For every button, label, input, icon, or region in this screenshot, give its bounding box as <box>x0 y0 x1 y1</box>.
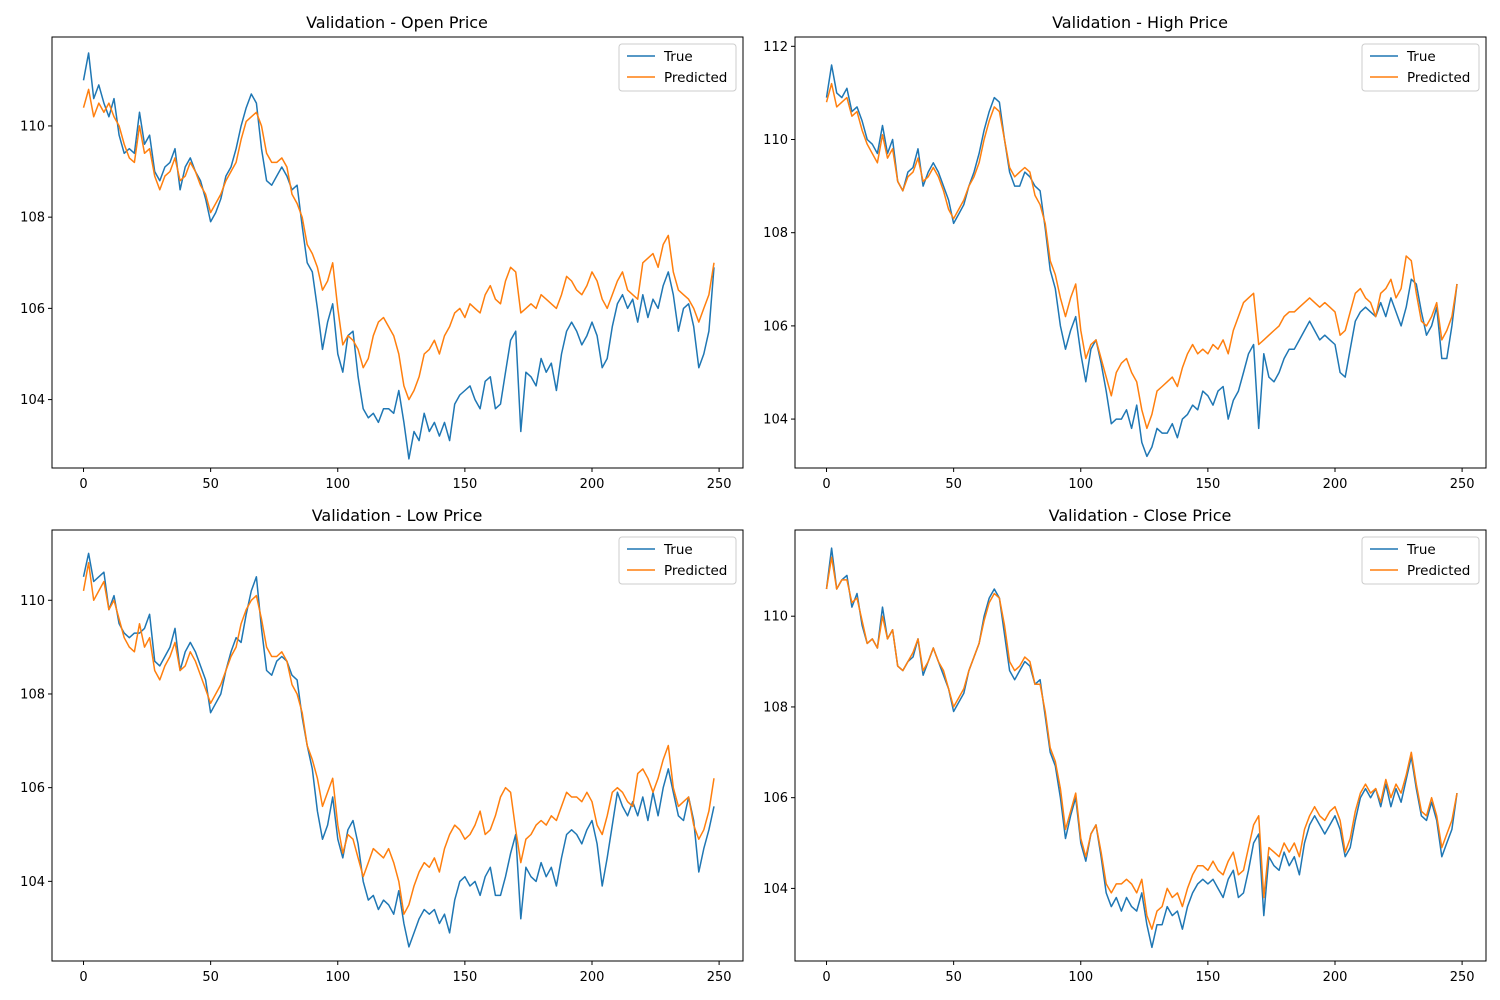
chart-title: Validation - Low Price <box>312 506 483 525</box>
legend-label-predicted: Predicted <box>664 70 727 86</box>
y-tick-label: 112 <box>763 40 788 55</box>
plot-area: 0 50 100 150 200 250 104 106 108 110 112 True Predic… <box>763 36 1487 492</box>
x-tick-label: 200 <box>580 970 605 985</box>
x-tick-label: 250 <box>707 970 732 985</box>
x-tick-label: 200 <box>580 477 605 492</box>
y-tick-label: 104 <box>763 882 788 897</box>
y-tick-label: 110 <box>763 610 788 625</box>
x-tick-label: 100 <box>1068 970 1093 985</box>
x-tick-label: 250 <box>707 477 732 492</box>
y-tick-label: 110 <box>20 119 45 134</box>
y-tick-label: 104 <box>20 393 45 408</box>
legend: True Predicted <box>618 43 737 92</box>
legend-label-predicted: Predicted <box>664 563 727 579</box>
plot-area: 0 50 100 150 200 250 104 106 108 110 True Predicted <box>20 529 744 985</box>
legend: True Predicted <box>1361 43 1480 92</box>
y-tick-label: 106 <box>20 781 45 796</box>
x-tick-label: 100 <box>1068 477 1093 492</box>
panel-close-price: Validation - Close Price 0 50 100 150 200 250… <box>763 506 1487 985</box>
y-tick-label: 110 <box>20 594 45 609</box>
series-line-predicted <box>825 556 1458 930</box>
series-line-true <box>82 552 715 948</box>
legend-label-true: True <box>663 542 693 558</box>
x-tick-label: 0 <box>822 477 830 492</box>
axes-frame <box>51 529 744 962</box>
axes-frame <box>794 36 1487 469</box>
x-tick-label: 0 <box>79 477 87 492</box>
series-line-true <box>82 52 715 460</box>
series-line-predicted <box>825 82 1458 430</box>
y-tick-label: 110 <box>763 133 788 148</box>
legend-label-true: True <box>1406 542 1436 558</box>
x-tick-label: 100 <box>325 477 350 492</box>
y-tick-label: 104 <box>20 875 45 890</box>
y-tick-label: 108 <box>763 226 788 241</box>
y-tick-label: 106 <box>763 319 788 334</box>
y-tick-label: 106 <box>763 791 788 806</box>
series-line-true <box>825 64 1458 458</box>
legend-label-true: True <box>663 49 693 65</box>
legend: True Predicted <box>1361 536 1480 585</box>
x-tick-label: 50 <box>945 970 962 985</box>
x-tick-label: 100 <box>325 970 350 985</box>
panel-low-price: Validation - Low Price 0 50 100 150 200 250 10… <box>20 506 744 985</box>
y-tick-label: 108 <box>763 700 788 715</box>
x-tick-label: 50 <box>945 477 962 492</box>
y-tick-label: 106 <box>20 302 45 317</box>
series-line-predicted <box>82 562 715 915</box>
x-tick-label: 200 <box>1323 970 1348 985</box>
x-tick-label: 50 <box>202 970 219 985</box>
chart-title: Validation - Open Price <box>306 13 488 32</box>
series-line-predicted <box>82 88 715 401</box>
x-tick-label: 150 <box>1195 970 1220 985</box>
x-tick-label: 250 <box>1450 970 1475 985</box>
x-tick-label: 150 <box>1195 477 1220 492</box>
y-tick-label: 108 <box>20 687 45 702</box>
legend-label-predicted: Predicted <box>1407 563 1470 579</box>
panel-high-price: Validation - High Price 0 50 100 150 200 250 1… <box>763 13 1487 492</box>
x-tick-label: 250 <box>1450 477 1475 492</box>
legend-label-predicted: Predicted <box>1407 70 1470 86</box>
legend: True Predicted <box>618 536 737 585</box>
plot-area: 0 50 100 150 200 250 104 106 108 110 True Predicted <box>20 36 744 492</box>
x-tick-label: 0 <box>822 970 830 985</box>
x-tick-label: 150 <box>452 477 477 492</box>
chart-title: Validation - Close Price <box>1049 506 1232 525</box>
y-tick-label: 108 <box>20 211 45 226</box>
panel-open-price: Validation - Open Price 0 50 100 150 200 250 1… <box>20 13 744 492</box>
x-tick-label: 50 <box>202 477 219 492</box>
x-tick-label: 150 <box>452 970 477 985</box>
axes-frame <box>51 36 744 469</box>
x-tick-label: 0 <box>79 970 87 985</box>
x-tick-label: 200 <box>1323 477 1348 492</box>
chart-title: Validation - High Price <box>1052 13 1228 32</box>
axes-frame <box>794 529 1487 962</box>
plot-area: 0 50 100 150 200 250 104 106 108 110 True Predicted <box>763 529 1487 985</box>
legend-label-true: True <box>1406 49 1436 65</box>
y-tick-label: 104 <box>763 413 788 428</box>
